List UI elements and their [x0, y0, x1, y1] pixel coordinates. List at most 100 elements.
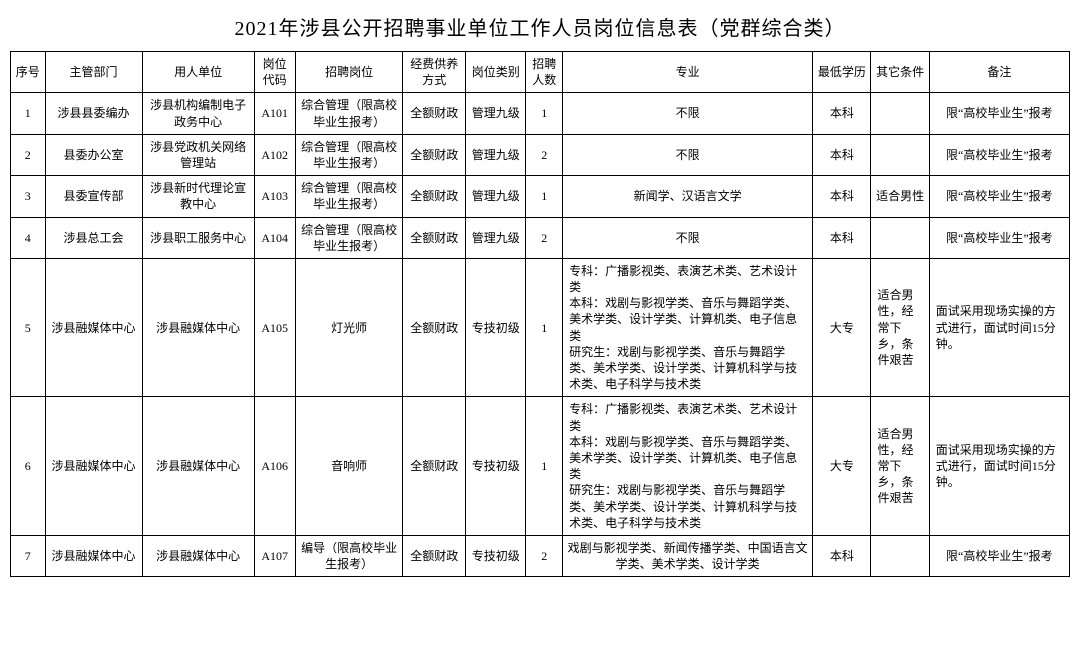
table-cell: 限“高校毕业生”报考 [929, 134, 1069, 175]
table-cell: 管理九级 [466, 176, 526, 217]
table-header-cell: 经费供养方式 [403, 52, 466, 93]
table-cell: 专科：广播影视类、表演艺术类、艺术设计类本科：戏剧与影视学类、音乐与舞蹈学类、美… [563, 397, 813, 536]
table-cell: 专科：广播影视类、表演艺术类、艺术设计类本科：戏剧与影视学类、音乐与舞蹈学类、美… [563, 258, 813, 397]
table-cell: 综合管理（限高校毕业生报考） [295, 217, 403, 258]
table-cell: 新闻学、汉语言文学 [563, 176, 813, 217]
table-row: 7涉县融媒体中心涉县融媒体中心A107编导（限高校毕业生报考）全额财政专技初级2… [11, 535, 1070, 576]
table-cell: 适合男性，经常下乡，条件艰苦 [871, 397, 929, 536]
table-header-cell: 序号 [11, 52, 46, 93]
table-cell: 涉县融媒体中心 [45, 535, 142, 576]
table-cell: 适合男性 [871, 176, 929, 217]
table-cell: 县委宣传部 [45, 176, 142, 217]
table-cell: 管理九级 [466, 93, 526, 134]
table-cell: 限“高校毕业生”报考 [929, 217, 1069, 258]
table-cell: 限“高校毕业生”报考 [929, 93, 1069, 134]
table-cell: 涉县机构编制电子政务中心 [142, 93, 254, 134]
table-cell: 本科 [813, 134, 871, 175]
table-cell: 1 [11, 93, 46, 134]
table-cell: 专技初级 [466, 258, 526, 397]
table-cell: 6 [11, 397, 46, 536]
table-cell: 涉县总工会 [45, 217, 142, 258]
table-cell: 涉县职工服务中心 [142, 217, 254, 258]
table-cell: 本科 [813, 93, 871, 134]
table-row: 5涉县融媒体中心涉县融媒体中心A105灯光师全额财政专技初级1专科：广播影视类、… [11, 258, 1070, 397]
table-cell: 5 [11, 258, 46, 397]
table-cell: 综合管理（限高校毕业生报考） [295, 176, 403, 217]
table-cell: 7 [11, 535, 46, 576]
table-cell: 县委办公室 [45, 134, 142, 175]
table-cell: A105 [254, 258, 295, 397]
page-title: 2021年涉县公开招聘事业单位工作人员岗位信息表（党群综合类） [10, 12, 1070, 41]
table-cell: 音响师 [295, 397, 403, 536]
table-cell: 全额财政 [403, 397, 466, 536]
table-cell: 涉县融媒体中心 [142, 397, 254, 536]
table-cell: 4 [11, 217, 46, 258]
table-cell: 戏剧与影视学类、新闻传播学类、中国语言文学类、美术学类、设计学类 [563, 535, 813, 576]
table-cell [871, 134, 929, 175]
table-row: 6涉县融媒体中心涉县融媒体中心A106音响师全额财政专技初级1专科：广播影视类、… [11, 397, 1070, 536]
table-cell: A104 [254, 217, 295, 258]
table-row: 1涉县县委编办涉县机构编制电子政务中心A101综合管理（限高校毕业生报考）全额财… [11, 93, 1070, 134]
table-header-row: 序号主管部门用人单位岗位代码招聘岗位经费供养方式岗位类别招聘人数专业最低学历其它… [11, 52, 1070, 93]
table-cell: 面试采用现场实操的方式进行，面试时间15分钟。 [929, 258, 1069, 397]
table-cell: 灯光师 [295, 258, 403, 397]
table-cell: 2 [526, 535, 563, 576]
table-cell: 1 [526, 258, 563, 397]
table-row: 4涉县总工会涉县职工服务中心A104综合管理（限高校毕业生报考）全额财政管理九级… [11, 217, 1070, 258]
table-cell: 涉县融媒体中心 [142, 535, 254, 576]
table-cell: 大专 [813, 258, 871, 397]
table-cell: 管理九级 [466, 134, 526, 175]
table-row: 2县委办公室涉县党政机关网络管理站A102综合管理（限高校毕业生报考）全额财政管… [11, 134, 1070, 175]
table-row: 3县委宣传部涉县新时代理论宣教中心A103综合管理（限高校毕业生报考）全额财政管… [11, 176, 1070, 217]
table-cell: 面试采用现场实操的方式进行，面试时间15分钟。 [929, 397, 1069, 536]
table-cell: 不限 [563, 217, 813, 258]
table-header-cell: 岗位类别 [466, 52, 526, 93]
table-cell: 专技初级 [466, 535, 526, 576]
table-cell: 涉县新时代理论宣教中心 [142, 176, 254, 217]
table-cell: 专技初级 [466, 397, 526, 536]
table-cell [871, 535, 929, 576]
table-cell: A103 [254, 176, 295, 217]
table-header-cell: 招聘人数 [526, 52, 563, 93]
table-cell: 1 [526, 93, 563, 134]
table-cell: 全额财政 [403, 176, 466, 217]
table-cell: 本科 [813, 217, 871, 258]
table-cell: 2 [11, 134, 46, 175]
table-cell: 涉县融媒体中心 [142, 258, 254, 397]
table-header-cell: 备注 [929, 52, 1069, 93]
table-cell: 本科 [813, 176, 871, 217]
table-cell: 涉县县委编办 [45, 93, 142, 134]
table-cell: 不限 [563, 134, 813, 175]
table-cell: 全额财政 [403, 134, 466, 175]
table-cell: 本科 [813, 535, 871, 576]
table-cell: 2 [526, 217, 563, 258]
table-cell: 1 [526, 176, 563, 217]
table-cell [871, 93, 929, 134]
table-cell: 管理九级 [466, 217, 526, 258]
table-cell: 限“高校毕业生”报考 [929, 535, 1069, 576]
table-cell: 2 [526, 134, 563, 175]
table-header-cell: 最低学历 [813, 52, 871, 93]
table-header-cell: 主管部门 [45, 52, 142, 93]
table-cell: 不限 [563, 93, 813, 134]
table-cell [871, 217, 929, 258]
table-cell: A107 [254, 535, 295, 576]
table-cell: 3 [11, 176, 46, 217]
table-header-cell: 用人单位 [142, 52, 254, 93]
table-cell: 全额财政 [403, 258, 466, 397]
table-cell: 编导（限高校毕业生报考） [295, 535, 403, 576]
table-cell: 综合管理（限高校毕业生报考） [295, 134, 403, 175]
table-cell: 适合男性，经常下乡，条件艰苦 [871, 258, 929, 397]
table-header-cell: 其它条件 [871, 52, 929, 93]
table-cell: 1 [526, 397, 563, 536]
table-cell: A101 [254, 93, 295, 134]
table-cell: 涉县融媒体中心 [45, 258, 142, 397]
table-header-cell: 专业 [563, 52, 813, 93]
table-cell: 全额财政 [403, 535, 466, 576]
table-cell: 全额财政 [403, 217, 466, 258]
table-cell: 大专 [813, 397, 871, 536]
table-header-cell: 招聘岗位 [295, 52, 403, 93]
table-cell: A102 [254, 134, 295, 175]
positions-table: 序号主管部门用人单位岗位代码招聘岗位经费供养方式岗位类别招聘人数专业最低学历其它… [10, 51, 1070, 577]
table-header-cell: 岗位代码 [254, 52, 295, 93]
